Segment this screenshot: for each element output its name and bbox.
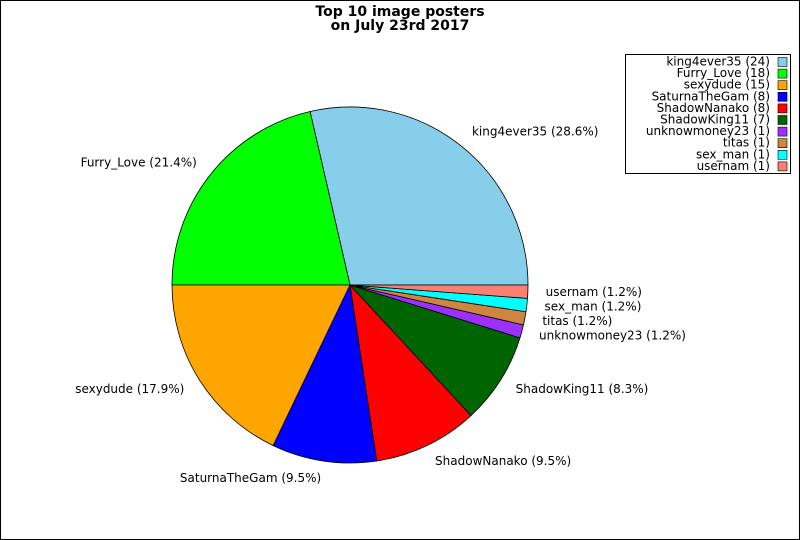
legend-swatch	[777, 92, 788, 102]
pie-slice	[171, 284, 351, 447]
legend-label: usernam (1)	[697, 159, 770, 173]
slice-label: titas (1.2%)	[542, 314, 612, 328]
slice-label: unknowmoney23 (1.2%)	[539, 329, 686, 343]
legend-swatch	[777, 103, 788, 114]
legend-label: ShadowKing11 (7)	[660, 113, 770, 127]
legend-label: unknowmoney23 (1)	[646, 124, 770, 138]
legend-swatch	[777, 126, 788, 137]
legend-swatch	[777, 57, 788, 67]
slice-label: sex_man (1.2%)	[545, 300, 642, 314]
legend-label: king4ever35 (24)	[666, 55, 770, 69]
legend-swatch	[777, 115, 788, 125]
pie-slice	[348, 284, 521, 417]
slice-label: sexydude (17.9%)	[75, 382, 184, 396]
slice-label: SaturnaTheGam (9.5%)	[180, 471, 321, 485]
legend-label: SaturnaTheGam (8)	[652, 89, 770, 103]
pie-slice	[349, 283, 472, 462]
legend-swatch	[777, 161, 788, 172]
slice-label: usernam (1.2%)	[546, 285, 642, 299]
pie-slice	[349, 284, 529, 299]
pie-slice	[272, 283, 378, 464]
legend-swatch	[777, 150, 788, 160]
legend-box	[625, 54, 791, 174]
legend-label: sex_man (1)	[696, 147, 770, 161]
legend-label: titas (1)	[723, 136, 770, 150]
slice-label: king4ever35 (28.6%)	[472, 124, 599, 138]
slice-label: Furry_Love (21.4%)	[81, 156, 197, 170]
slice-label: ShadowKing11 (8.3%)	[516, 382, 649, 396]
chart-title: Top 10 image posters	[315, 4, 484, 20]
legend-swatch	[777, 138, 788, 148]
legend-label: ShadowNanako (8)	[657, 101, 770, 115]
slice-label: ShadowNanako (9.5%)	[435, 454, 571, 468]
pie-slice	[171, 111, 351, 286]
legend-label: sexydude (15)	[684, 78, 770, 92]
legend-label: Furry_Love (18)	[677, 66, 770, 80]
legend-swatch	[777, 68, 788, 79]
chart-title: on July 23rd 2017	[331, 18, 470, 34]
pie-slice	[309, 106, 529, 286]
legend-swatch	[777, 80, 788, 90]
